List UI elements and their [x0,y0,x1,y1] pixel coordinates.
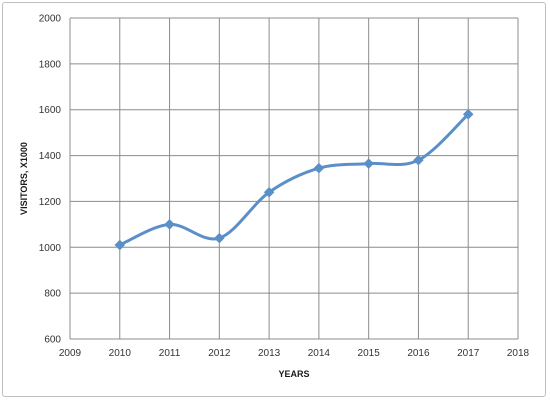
y-tick-label: 1200 [39,197,62,208]
y-tick-label: 1600 [39,105,62,116]
data-point-marker [213,232,225,244]
y-tick-label: 2000 [39,14,62,25]
data-point-marker [164,219,175,230]
grid [69,17,519,340]
x-tick-label: 2014 [308,348,331,359]
x-tick-label: 2011 [159,348,181,359]
x-tick-label: 2015 [358,348,381,359]
tick-labels: 600 800 1000 1200 1400 1600 1800 2000 2009 2010 20… [39,14,530,360]
x-tick-label: 2013 [258,348,281,359]
data-point-marker [413,154,424,166]
x-tick-label: 2017 [457,348,480,359]
x-tick-label: 2009 [59,348,82,359]
x-tick-label: 2012 [208,348,231,359]
data-point-marker [263,186,275,198]
data-point-marker [363,158,375,169]
y-tick-label: 1400 [39,151,62,162]
x-tick-label: 2010 [109,348,132,359]
x-tick-label: 2016 [407,348,430,359]
y-tick-label: 600 [44,335,61,346]
markers [114,108,474,251]
x-axis-title: YEARS [278,369,309,379]
y-tick-label: 800 [44,289,61,300]
data-point-marker [462,108,474,120]
chart-frame [2,2,546,397]
y-tick-label: 1800 [39,59,62,70]
y-tick-label: 1000 [39,243,62,254]
x-tick-label: 2018 [507,348,530,359]
y-axis-title: VISITORS, X1000 [19,142,29,215]
data-point-marker [114,239,126,251]
data-point-marker [313,162,325,174]
